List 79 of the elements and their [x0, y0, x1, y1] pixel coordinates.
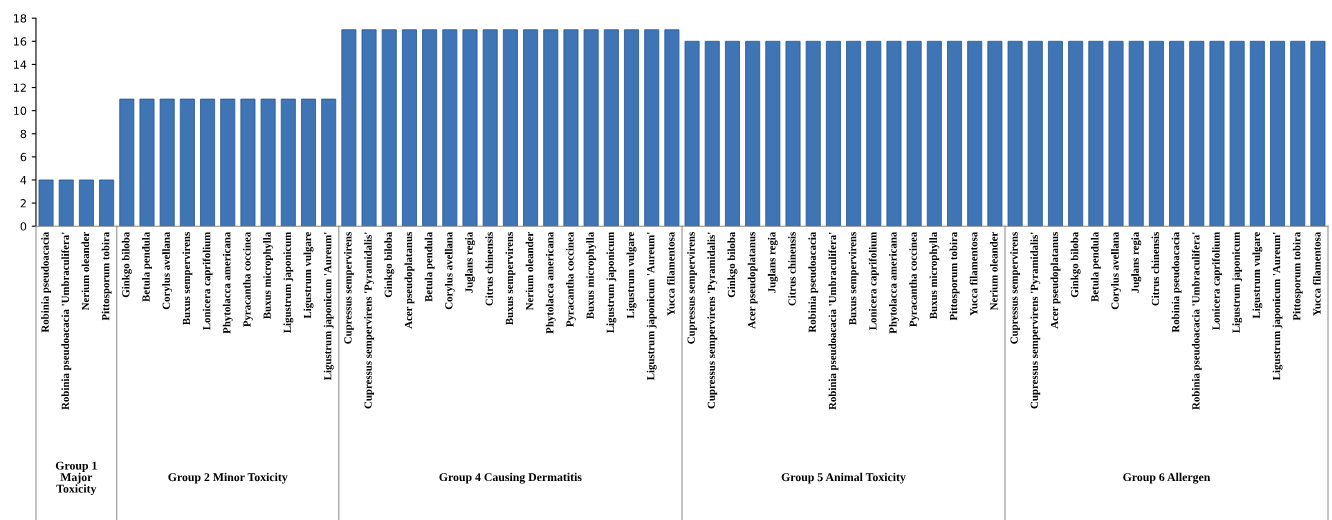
x-tick-label: Buxus sempervirens: [505, 232, 516, 325]
x-tick-label: Pyracantha coccinea: [566, 231, 576, 327]
x-tick-label: Cupressus sempervirens 'Pyramidalis': [707, 232, 718, 409]
y-tick-label: 14: [14, 60, 27, 69]
x-tick-label: Betula pendula: [142, 231, 152, 302]
y-tick-label: 16: [14, 37, 27, 46]
x-tick-label: Pyracantha coccinea: [909, 231, 920, 327]
x-tick-label: Nerium oleander: [989, 231, 998, 311]
x-tick-label: Citrus chinensis: [485, 232, 493, 306]
y-tick-label: 18: [14, 14, 27, 23]
y-tick-label: 10: [14, 106, 27, 116]
x-tick-label: Pittosporum tobira: [949, 231, 960, 321]
x-tick-label: Ligustrum vulgare: [303, 232, 314, 319]
y-tick-label: 8: [20, 129, 27, 139]
x-tick-label: Pittosporum tobira: [1292, 231, 1303, 321]
x-tick-label: Phytolacca americana: [222, 231, 233, 334]
x-tick-label: Lonicera caprifolium: [202, 231, 213, 330]
x-tick-label: Pittosporum tobira: [101, 231, 112, 321]
x-tick-label: Juglans regia: [767, 231, 778, 293]
x-tick-label: Nerium oleander: [525, 231, 534, 311]
y-tick-label: 12: [14, 83, 26, 92]
x-tick-label: Robinia pseudoacacia: [1171, 231, 1182, 333]
x-axis-title: Group 2 Minor Toxicity: [168, 472, 288, 484]
x-tick-label: Betula pendula: [424, 231, 435, 302]
x-tick-label: Phytolacca americana: [889, 231, 899, 334]
x-tick-label: Ligustrum japonicum: [606, 231, 617, 333]
y-tick-label: 6: [20, 152, 27, 162]
x-tick-label: Ligustrum japonicum: [1232, 231, 1243, 333]
x-tick-label: Buxus microphylla: [586, 231, 597, 319]
x-tick-label: Buxus microphylla: [263, 231, 274, 319]
x-tick-label: Lonicera caprifolium: [868, 231, 879, 330]
x-tick-label: Ginkgo biloba: [727, 231, 738, 298]
x-tick-label: Juglans regia: [1131, 231, 1142, 293]
y-tick-label: 4: [20, 176, 27, 185]
x-tick-label: Yucca filamentosa: [666, 231, 675, 316]
x-tick-label: Ligustrum japonicum 'Aureum': [646, 232, 657, 381]
x-tick-label: Ligustrum japonicum: [283, 231, 294, 333]
x-tick-label: Acer pseudoplatanus: [747, 232, 758, 329]
x-tick-label: Citrus chinensis: [1151, 232, 1160, 306]
x-tick-label: Pyracantha coccinea: [243, 231, 253, 327]
y-tick-label: 2: [20, 199, 26, 208]
x-tick-label: Ginkgo biloba: [384, 231, 395, 298]
x-tick-label: Corylus avellana: [444, 231, 455, 310]
x-tick-label: Acer pseudoplatanus: [1050, 232, 1061, 329]
x-tick-label: Ginkgo biloba: [121, 231, 132, 298]
x-tick-label: Juglans regia: [465, 231, 475, 293]
x-tick-label: Buxus microphylla: [929, 231, 940, 319]
x-tick-label: Robinia pseudoacacia 'Umbraculifera': [1191, 232, 1202, 410]
x-tick-label: Cupressus sempervirens: [343, 232, 354, 344]
x-tick-label: Ligustrum japonicum 'Aureum': [323, 232, 334, 381]
x-axis-title: Group 6 Allergen: [1123, 472, 1211, 484]
x-tick-label: Ginkgo biloba: [1070, 231, 1081, 298]
x-tick-label: Cupressus sempervirens 'Pyramidalis': [1030, 232, 1041, 409]
x-axis-title: Group 1 Major Toxicity: [55, 461, 97, 496]
x-tick-label: Lonicera caprifolium: [1212, 231, 1222, 330]
x-tick-label: Robinia pseudoacacia 'Umbraculifera': [61, 232, 72, 410]
x-tick-label: Corylus avellana: [1111, 231, 1121, 310]
x-axis-title: Group 5 Animal Toxicity: [781, 472, 906, 484]
x-tick-label: Corylus avellana: [162, 231, 173, 310]
x-tick-label: Robinia pseudoacacia: [41, 231, 51, 333]
y-tick-label: 0: [20, 222, 27, 231]
x-tick-label: Yucca filamentosa: [969, 231, 978, 316]
x-tick-label: Buxus sempervirens: [182, 232, 193, 325]
x-tick-label: Cupressus sempervirens 'Pyramidalis': [364, 232, 374, 409]
x-tick-label: Ligustrum japonicum 'Aureum': [1272, 232, 1283, 381]
x-tick-label: Citrus chinensis: [788, 232, 796, 306]
x-tick-label: Ligustrum vulgare: [626, 232, 637, 319]
x-tick-label: Ligustrum vulgare: [1252, 232, 1263, 319]
x-tick-label: Robinia pseudoacacia 'Umbraculifera': [828, 232, 839, 410]
x-tick-label: Robinia pseudoacacia: [808, 231, 819, 333]
x-tick-label: Cupressus sempervirens: [1010, 232, 1020, 344]
x-tick-label: Nerium oleander: [81, 231, 90, 311]
x-tick-label: Cupressus sempervirens: [687, 232, 697, 344]
x-axis-title: Group 4 Causing Dermatitis: [439, 472, 582, 484]
x-tick-label: Phytolacca americana: [545, 231, 556, 334]
x-tick-label: Buxus sempervirens: [848, 232, 859, 325]
x-tick-label: Betula pendula: [1090, 231, 1101, 302]
x-tick-label: Yucca filamentosa: [1312, 231, 1321, 316]
x-tick-label: Acer pseudoplatanus: [404, 232, 415, 329]
